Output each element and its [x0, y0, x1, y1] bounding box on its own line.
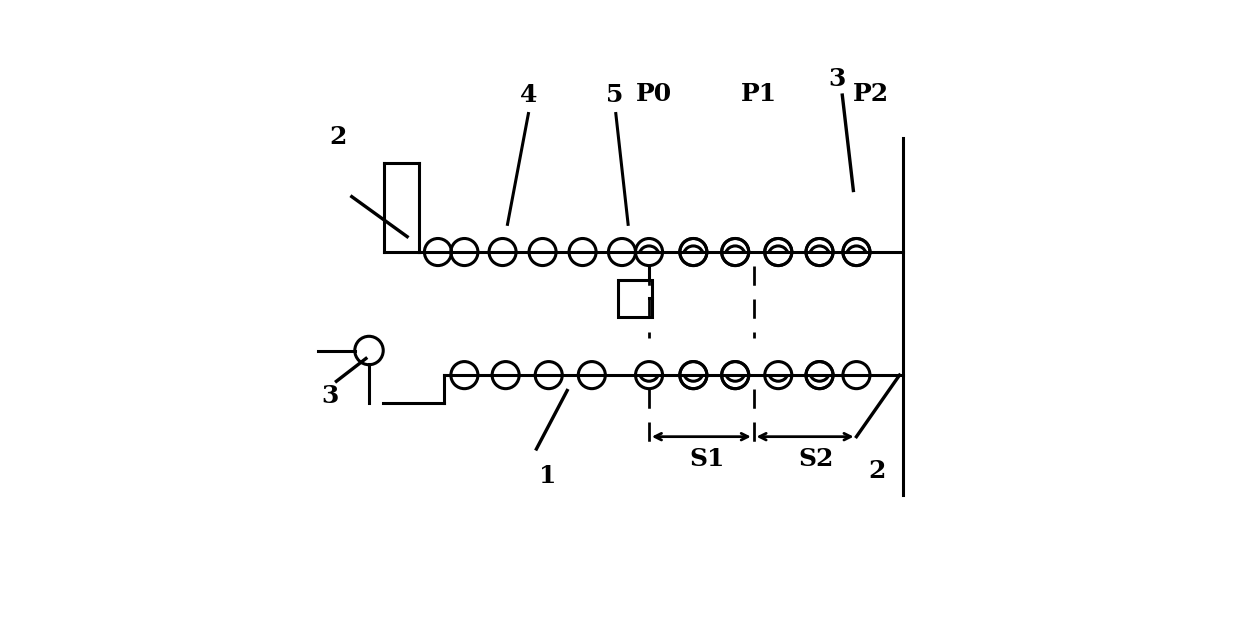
Text: S2: S2	[798, 446, 834, 471]
Text: 3: 3	[829, 67, 846, 91]
Text: P0: P0	[636, 82, 672, 106]
Text: P2: P2	[854, 82, 890, 106]
Text: 4: 4	[520, 83, 538, 107]
Text: 2: 2	[869, 459, 886, 483]
Text: 1: 1	[539, 464, 556, 488]
Text: P1: P1	[741, 82, 777, 106]
Bar	[618, 279, 652, 317]
Text: 3: 3	[321, 384, 338, 408]
Text: 2: 2	[330, 125, 347, 149]
Text: 5: 5	[606, 83, 623, 107]
Text: S1: S1	[690, 446, 725, 471]
